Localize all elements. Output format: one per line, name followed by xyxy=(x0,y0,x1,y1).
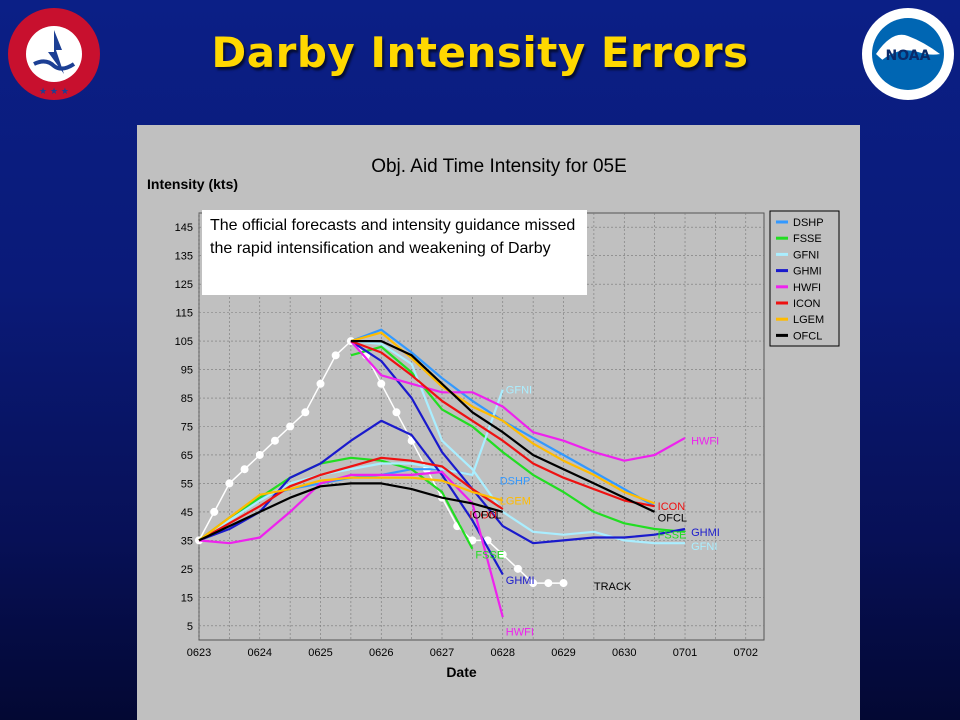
y-tick-label: 115 xyxy=(175,308,193,320)
series-end-label: GFNI xyxy=(691,541,717,553)
y-tick-label: 55 xyxy=(181,478,193,490)
series-end-label: DSHP xyxy=(500,476,531,488)
svg-text:★ ★ ★: ★ ★ ★ xyxy=(39,87,69,97)
track-point xyxy=(559,579,568,588)
legend-label: DSHP xyxy=(793,217,824,229)
series-end-label: GHMI xyxy=(506,575,535,587)
slide-title: Darby Intensity Errors xyxy=(211,28,749,77)
track-point xyxy=(392,408,401,417)
series-line-dshp xyxy=(198,468,473,542)
legend-label: LGEM xyxy=(793,314,824,326)
intensity-chart-panel: 5 15 25 35 45 55 65 75 85 95 105 115 125 135 145 0623 06… xyxy=(137,125,860,720)
track-point xyxy=(377,379,386,388)
y-tick-label: 35 xyxy=(181,535,193,547)
series-end-label: FSSE xyxy=(658,530,687,542)
series-line-gfni xyxy=(198,389,504,542)
track-point xyxy=(255,450,264,459)
legend-box xyxy=(769,210,840,347)
series-line-hwfi xyxy=(350,340,686,462)
svg-text:NOAA: NOAA xyxy=(886,48,931,64)
series-end-label: GHMI xyxy=(691,527,720,539)
track-point xyxy=(270,436,279,445)
track-point xyxy=(225,479,234,488)
series-end-label: GFNI xyxy=(506,384,532,396)
series-end-label: HWFI xyxy=(506,626,534,638)
track-point xyxy=(210,507,219,516)
y-tick-label: 15 xyxy=(181,592,193,604)
series-line-lgem xyxy=(198,476,504,542)
series-end-label: ICON xyxy=(658,501,686,513)
series-line-icon xyxy=(350,340,655,508)
series-line-ofcl xyxy=(350,340,656,513)
legend-label: OFCL xyxy=(793,330,822,342)
series-line-fsse xyxy=(198,456,474,550)
y-tick-label: 145 xyxy=(175,222,193,234)
track-point xyxy=(513,564,522,573)
y-tick-label: 5 xyxy=(187,621,193,633)
y-tick-label: 95 xyxy=(181,365,193,377)
x-tick-label: 0627 xyxy=(430,647,454,659)
x-tick-label: 0628 xyxy=(491,647,515,659)
series-line-hwfi xyxy=(198,470,504,618)
track-point xyxy=(544,579,553,588)
x-tick-label: 0624 xyxy=(248,647,272,659)
y-tick-label: 135 xyxy=(175,251,193,263)
series-line-fsse xyxy=(350,345,686,533)
track-point xyxy=(316,379,325,388)
legend-label: HWFI xyxy=(793,282,821,294)
track-point xyxy=(286,422,295,431)
series-line-gfni xyxy=(350,340,685,545)
track-point xyxy=(301,408,310,417)
series-end-label: OFCL xyxy=(472,510,501,522)
x-tick-label: 0626 xyxy=(369,647,393,659)
series-line-ofcl xyxy=(198,482,504,542)
x-axis-label: Date xyxy=(446,664,477,680)
nws-logo-icon: ★ ★ ★ xyxy=(8,8,100,100)
chart-title: Obj. Aid Time Intensity for 05E xyxy=(371,156,627,177)
x-tick-label: 0629 xyxy=(551,647,575,659)
track-point xyxy=(498,550,507,559)
x-tick-label: 0623 xyxy=(187,647,211,659)
y-tick-label: 75 xyxy=(181,422,193,434)
legend-label: GFNI xyxy=(793,249,819,261)
track-point xyxy=(529,579,538,588)
annotation-box: The official forecasts and intensity gui… xyxy=(202,210,587,295)
series-end-label: OFCL xyxy=(658,513,687,525)
series-line-icon xyxy=(198,456,504,542)
x-tick-label: 0701 xyxy=(673,647,697,659)
legend-label: ICON xyxy=(793,298,821,310)
x-tick-label: 0702 xyxy=(734,647,758,659)
y-tick-label: 25 xyxy=(181,564,193,576)
y-axis-label: Intensity (kts) xyxy=(147,176,238,192)
series-line-ghmi xyxy=(350,340,686,545)
y-tick-label: 85 xyxy=(181,393,193,405)
series-end-label: ICON xyxy=(469,510,497,522)
series-end-label: TRACK xyxy=(594,581,632,593)
series-end-label: LGEM xyxy=(500,496,531,508)
track-point xyxy=(331,351,340,360)
y-tick-label: 105 xyxy=(175,336,193,348)
series-end-label: FSSE xyxy=(475,550,504,562)
y-tick-label: 65 xyxy=(181,450,193,462)
noaa-logo-icon: NOAA xyxy=(862,8,954,100)
y-tick-label: 45 xyxy=(181,507,193,519)
track-point xyxy=(240,465,249,474)
x-tick-label: 0625 xyxy=(308,647,332,659)
legend-label: GHMI xyxy=(793,266,822,278)
series-end-label: HWFI xyxy=(691,436,719,448)
x-tick-label: 0630 xyxy=(612,647,636,659)
legend-label: FSSE xyxy=(793,233,822,245)
y-tick-label: 125 xyxy=(175,279,193,291)
